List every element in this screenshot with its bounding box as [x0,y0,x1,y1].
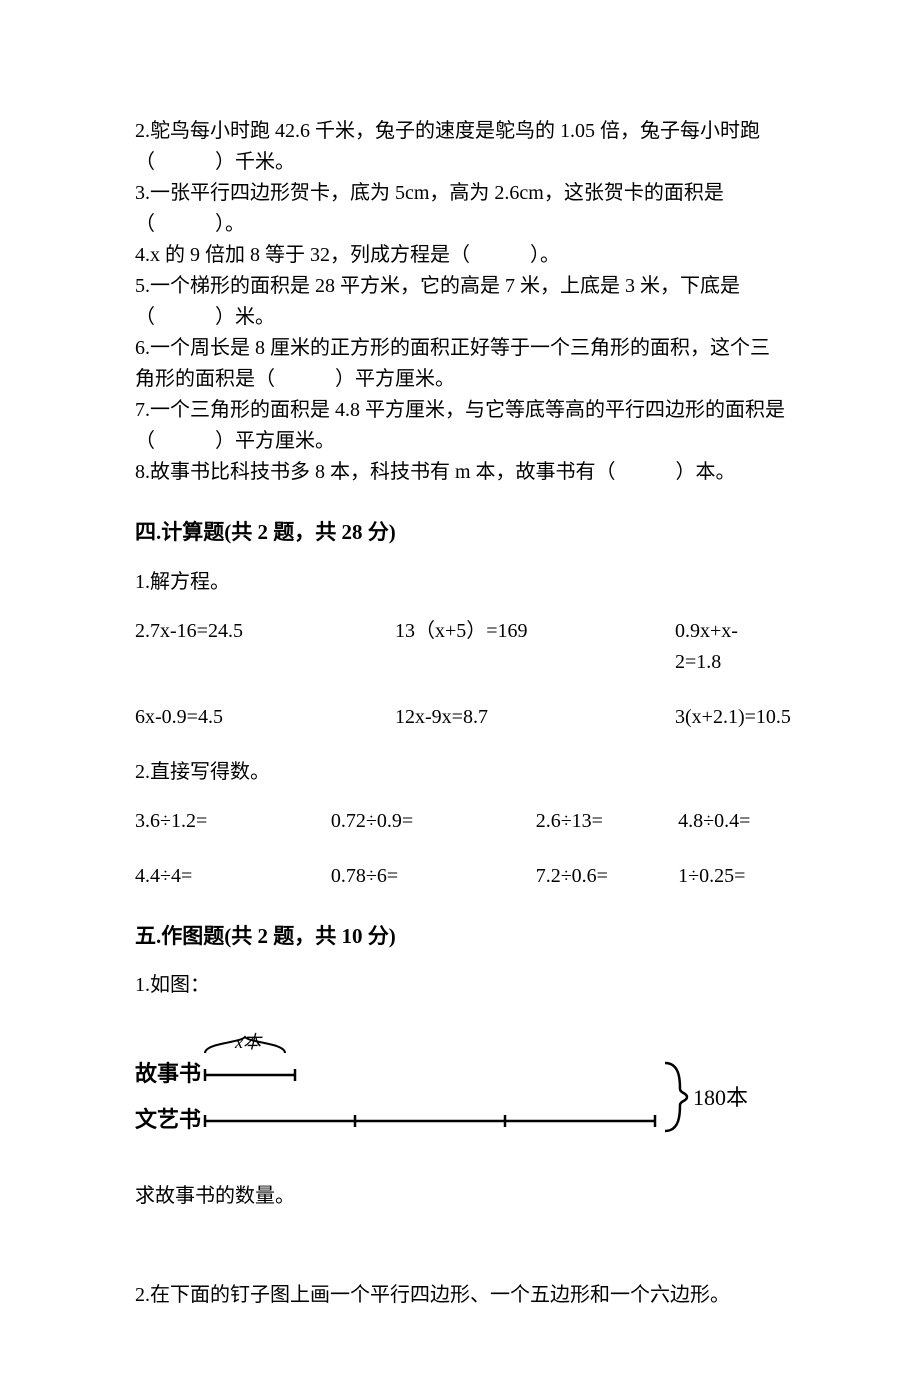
diagram-right-label: 180本 [693,1085,748,1110]
spacer [135,1230,785,1280]
eq-4b: 0.78÷6= [331,861,536,892]
fill-q3: 3.一张平行四边形贺卡，底为 5cm，高为 2.6cm，这张贺卡的面积是（ ）。 [135,178,785,240]
eq-4a: 4.4÷4= [135,861,331,892]
fill-q6: 6.一个周长是 8 厘米的正方形的面积正好等于一个三角形的面积，这个三角形的面积… [135,333,785,395]
diagram-top-label: x本 [234,1032,263,1052]
eq-1c: 0.9x+x-2=1.8 [675,616,775,678]
section5-head: 五.作图题(共 2 题，共 10 分) [135,920,785,953]
eq-1b: 13（x+5）=169 [395,616,675,678]
fill-q4: 4.x 的 9 倍加 8 等于 32，列成方程是（ ）。 [135,240,785,271]
section5-q1: 1.如图： [135,970,785,1001]
eq-3b: 0.72÷0.9= [331,806,536,837]
eq-row-4: 4.4÷4= 0.78÷6= 7.2÷0.6= 1÷0.25= [135,861,785,892]
fill-q2: 2.鸵鸟每小时跑 42.6 千米，兔子的速度是鸵鸟的 1.05 倍，兔子每小时跑… [135,116,785,178]
eq-row-3: 3.6÷1.2= 0.72÷0.9= 2.6÷13= 4.8÷0.4= [135,806,785,837]
fill-q8: 8.故事书比科技书多 8 本，科技书有 m 本，故事书有（ ）本。 [135,457,785,488]
diagram-row1-label: 故事书 [135,1061,201,1086]
section4-q2: 2.直接写得数。 [135,757,785,788]
section4-head: 四.计算题(共 2 题，共 28 分) [135,516,785,549]
eq-3d: 4.8÷0.4= [678,806,785,837]
section5-q2: 2.在下面的钉子图上画一个平行四边形、一个五边形和一个六边形。 [135,1280,785,1311]
section4-q1: 1.解方程。 [135,567,785,598]
eq-1a: 2.7x-16=24.5 [135,616,395,678]
eq-2c: 3(x+2.1)=10.5 [675,702,775,733]
fill-q7: 7.一个三角形的面积是 4.8 平方厘米，与它等底等高的平行四边形的面积是（ ）… [135,395,785,457]
eq-3a: 3.6÷1.2= [135,806,331,837]
tape-diagram: x本 故事书 文艺书 180本 [135,1031,785,1151]
page: 2.鸵鸟每小时跑 42.6 千米，兔子的速度是鸵鸟的 1.05 倍，兔子每小时跑… [0,0,920,1389]
eq-row-2: 6x-0.9=4.5 12x-9x=8.7 3(x+2.1)=10.5 [135,702,785,733]
section5-q1-tail: 求故事书的数量。 [135,1181,785,1212]
eq-2a: 6x-0.9=4.5 [135,702,395,733]
eq-3c: 2.6÷13= [536,806,678,837]
diagram-row2-label: 文艺书 [135,1107,201,1132]
eq-row-1: 2.7x-16=24.5 13（x+5）=169 0.9x+x-2=1.8 [135,616,785,678]
eq-4c: 7.2÷0.6= [536,861,678,892]
eq-4d: 1÷0.25= [678,861,785,892]
fill-q5: 5.一个梯形的面积是 28 平方米，它的高是 7 米，上底是 3 米，下底是（ … [135,271,785,333]
eq-2b: 12x-9x=8.7 [395,702,675,733]
